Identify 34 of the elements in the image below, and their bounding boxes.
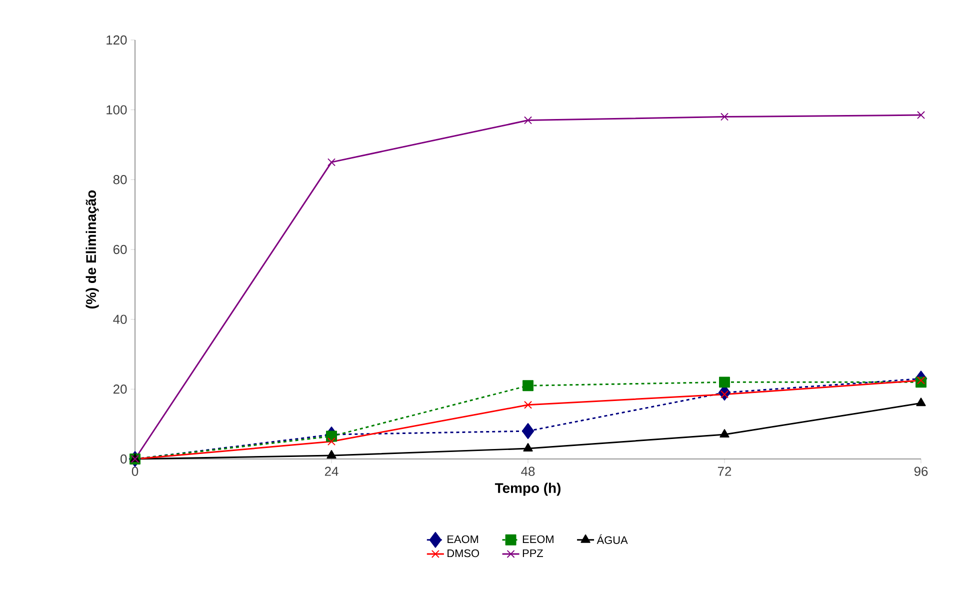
point <box>916 111 926 120</box>
x-axis-title: Tempo (h) <box>494 482 560 496</box>
legend-label: EAOM <box>448 535 478 544</box>
point <box>720 112 729 121</box>
point <box>327 438 336 446</box>
y-tick-label: 120 <box>106 35 127 45</box>
y-axis-title: (%) de Eliminação <box>86 190 99 308</box>
point <box>720 390 729 398</box>
y-tick-label: 100 <box>106 105 127 114</box>
point <box>720 429 730 438</box>
x-tick-label: 96 <box>914 466 928 476</box>
y-tick-label: 60 <box>113 244 127 254</box>
x-tick-label: 24 <box>324 466 338 476</box>
point <box>522 380 534 392</box>
point <box>916 376 926 384</box>
point <box>327 158 336 166</box>
y-tick-label: 0 <box>120 454 127 464</box>
y-tick-label: 80 <box>113 175 127 184</box>
point <box>719 376 730 388</box>
y-tick-label: 20 <box>113 384 127 394</box>
legend-label: PPZ <box>522 549 543 557</box>
point <box>523 443 533 452</box>
point <box>524 116 532 124</box>
x-tick-label: 0 <box>132 466 138 476</box>
legend-label: DMSO <box>448 549 480 558</box>
point <box>522 423 534 440</box>
x-tick-label: 48 <box>521 466 535 476</box>
point <box>916 398 926 406</box>
legend-label: EEOM <box>522 535 554 544</box>
point <box>326 450 336 458</box>
legend-label: ÁGUA <box>596 534 628 544</box>
x-tick-label: 72 <box>718 466 732 476</box>
point <box>524 400 532 409</box>
y-tick-label: 40 <box>113 314 127 324</box>
